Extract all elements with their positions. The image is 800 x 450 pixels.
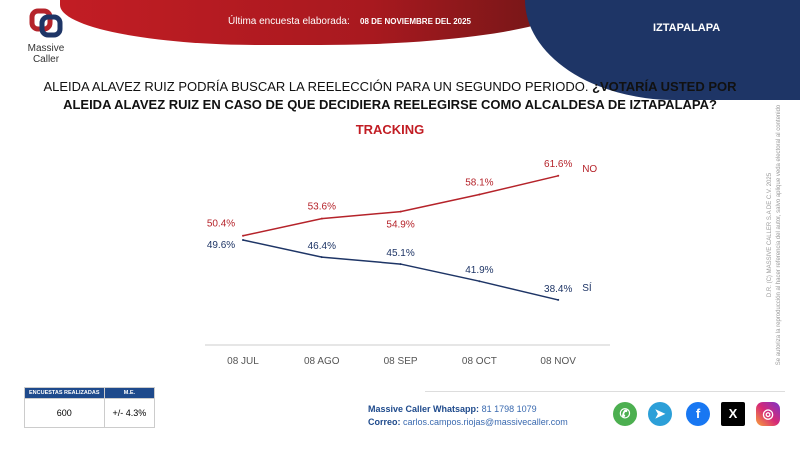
x-icon[interactable]: X [721, 402, 745, 426]
data-label: 58.1% [465, 178, 493, 189]
me-value: +/- 4.3% [103, 398, 156, 428]
question-intro: ALEIDA ALAVEZ RUIZ PODRÍA BUSCAR LA REEL… [43, 79, 589, 94]
wa-label: Massive Caller Whatsapp: [368, 404, 480, 414]
surveys-value: 600 [24, 398, 105, 428]
data-label: 61.6% [544, 159, 572, 170]
x-tick-label: 08 SEP [384, 356, 418, 367]
data-label: 50.4% [207, 219, 235, 230]
logo-text: Massive Caller [27, 43, 65, 65]
chart-title: TRACKING [355, 122, 425, 137]
mail-label: Correo: [368, 417, 401, 427]
whatsapp-icon[interactable]: ✆ [613, 402, 637, 426]
data-point [557, 298, 560, 301]
data-point [478, 193, 481, 196]
surveys-header: ENCUESTAS REALIZADAS [24, 387, 105, 399]
data-point [557, 174, 560, 177]
copyright-line2: Se autoriza la reproducción al hacer ref… [776, 104, 782, 366]
logo-icon [29, 8, 63, 38]
last-survey-label: Última encuesta elaborada: [228, 16, 350, 27]
telegram-icon[interactable]: ➤ [648, 402, 672, 426]
data-point [242, 234, 244, 237]
copyright-line1: D.R. (C) MASSIVE CALLER S.A DE C.V. 2025 [767, 172, 773, 298]
mail-address[interactable]: carlos.campos.riojas@massivecaller.com [403, 417, 568, 427]
data-point [320, 217, 323, 220]
wa-number[interactable]: 81 1798 1079 [481, 404, 537, 414]
title-block: ALEIDA ALAVEZ RUIZ PODRÍA BUSCAR LA REEL… [30, 78, 750, 137]
series-name: NO [582, 164, 597, 175]
data-point [478, 280, 481, 283]
region-label: IZTAPALAPA [653, 22, 721, 34]
data-label: 45.1% [386, 248, 414, 259]
data-label: 49.6% [207, 240, 235, 251]
data-label: 41.9% [465, 265, 493, 276]
x-tick-label: 08 NOV [540, 356, 576, 367]
logo: Massive Caller [24, 8, 68, 65]
x-tick-label: 08 AGO [304, 356, 340, 367]
data-label: 46.4% [308, 241, 336, 252]
last-survey-date: 08 DE NOVIEMBRE DEL 2025 [360, 17, 472, 26]
instagram-icon[interactable]: ◎ [756, 402, 780, 426]
data-point [399, 263, 402, 266]
data-point [242, 239, 244, 241]
data-label: 53.6% [308, 202, 336, 213]
data-point [320, 256, 323, 259]
facebook-icon[interactable]: f [686, 402, 710, 426]
data-label: 54.9% [386, 220, 414, 231]
x-tick-label: 08 OCT [462, 356, 497, 367]
question: ALEIDA ALAVEZ RUIZ PODRÍA BUSCAR LA REEL… [30, 78, 750, 114]
data-point [399, 210, 402, 213]
divider [425, 391, 785, 392]
data-label: 38.4% [544, 284, 572, 295]
series-name: SÍ [582, 281, 592, 294]
x-tick-label: 08 JUL [227, 356, 259, 367]
stats-table: ENCUESTAS REALIZADAS M.E. 600 +/- 4.3% [24, 387, 156, 428]
contact: Massive Caller Whatsapp: 81 1798 1079 Co… [368, 403, 568, 429]
question-bold: ¿VOTARÍA USTED POR ALEIDA ALAVEZ RUIZ EN… [63, 79, 737, 112]
me-header: M.E. [103, 387, 156, 399]
copyright: D.R. (C) MASSIVE CALLER S.A DE C.V. 2025… [766, 85, 784, 385]
